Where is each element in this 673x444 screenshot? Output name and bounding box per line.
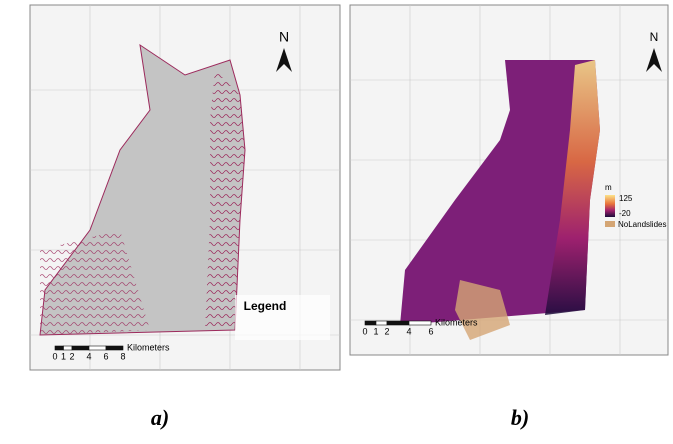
legend-unit: m (605, 183, 612, 192)
scale-unit: Kilometers (127, 342, 170, 352)
scale-segment (72, 346, 89, 350)
panel-label: b) (511, 405, 529, 430)
scale-label: 8 (120, 351, 125, 361)
scale-label: 1 (61, 351, 66, 361)
scale-label: 6 (428, 326, 433, 336)
scale-label: 2 (384, 326, 389, 336)
scale-segment (55, 346, 64, 350)
scale-label: 1 (373, 326, 378, 336)
legend-item: NoLandslides (618, 220, 666, 229)
scale-unit: Kilometers (435, 317, 478, 327)
north-label: N (650, 30, 659, 44)
legend-max: 125 (619, 194, 633, 203)
scale-label: 4 (86, 351, 91, 361)
scale-segment (409, 321, 431, 325)
legend-min: -20 (619, 209, 631, 218)
color-ramp (605, 195, 615, 217)
panel-label: a) (151, 405, 169, 430)
legend-title: Legend (244, 299, 287, 313)
figure: N Legend 012468Kilometers a) N m 125 -20… (0, 0, 673, 439)
scale-label: 2 (69, 351, 74, 361)
scale-label: 0 (52, 351, 57, 361)
scale-segment (365, 321, 376, 325)
scale-label: 4 (406, 326, 411, 336)
scale-segment (106, 346, 123, 350)
north-label: N (279, 29, 289, 45)
legend-swatch (605, 221, 615, 227)
scale-segment (387, 321, 409, 325)
scale-label: 6 (103, 351, 108, 361)
scale-segment (64, 346, 73, 350)
scale-segment (376, 321, 387, 325)
scale-label: 0 (362, 326, 367, 336)
scale-segment (89, 346, 106, 350)
